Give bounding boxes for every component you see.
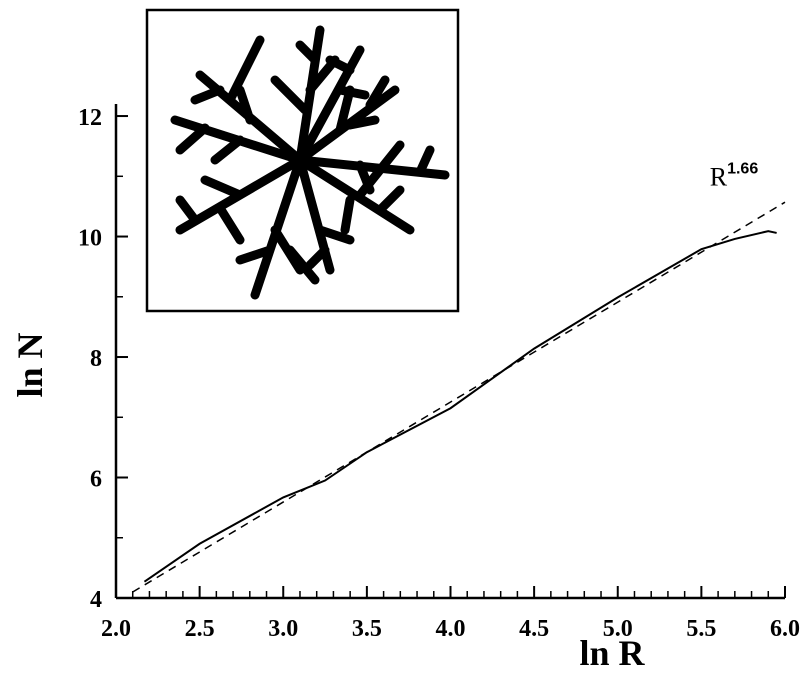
- x-tick-label: 5.5: [686, 616, 716, 642]
- annotation-base: R: [710, 162, 728, 191]
- x-axis-label: ln R: [579, 633, 645, 673]
- y-tick-label: 6: [90, 467, 102, 493]
- x-tick-label: 2.5: [185, 616, 215, 642]
- annotation: R1.66: [710, 160, 759, 191]
- inset-cluster: [170, 25, 450, 300]
- y-tick-label: 8: [90, 346, 102, 372]
- y-axis-label: ln N: [10, 332, 50, 397]
- x-tick-label: 4.0: [436, 616, 466, 642]
- inset: [145, 8, 460, 313]
- data-line: [143, 230, 777, 583]
- x-tick-label: 3.0: [268, 616, 298, 642]
- annotation-exponent: 1.66: [727, 160, 758, 177]
- x-tick-label: 3.5: [352, 616, 382, 642]
- x-tick-label: 4.5: [519, 616, 549, 642]
- y-tick-label: 12: [78, 105, 102, 131]
- fit-line: [132, 201, 786, 593]
- x-tick-label: 2.0: [101, 616, 131, 642]
- x-tick-label: 6.0: [770, 616, 800, 642]
- y-tick-label: 10: [78, 226, 102, 252]
- y-tick-label: 4: [90, 587, 102, 613]
- x-tick-label: 5.0: [603, 616, 633, 642]
